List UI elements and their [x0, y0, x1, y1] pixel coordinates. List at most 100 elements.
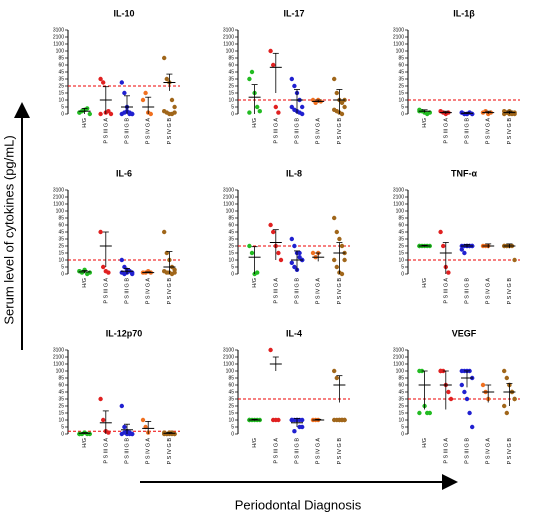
y-tick-label: 0: [231, 271, 234, 277]
category-label: P S III G B: [124, 438, 130, 464]
data-point: [172, 104, 177, 110]
y-tick-label: 25: [58, 83, 64, 89]
data-point: [172, 431, 177, 437]
data-point: [289, 260, 294, 265]
data-point: [438, 229, 443, 235]
y-tick-label: 5: [401, 104, 404, 110]
data-point: [276, 417, 281, 423]
y-tick-label: 15: [58, 410, 64, 416]
data-point: [249, 250, 255, 256]
category-label: P S IV G A: [146, 118, 152, 145]
y-tick-label: 10: [228, 97, 234, 103]
data-point: [268, 222, 273, 228]
y-tick-label: 1100: [223, 201, 234, 207]
data-point: [448, 396, 454, 402]
y-tick-label: 0: [61, 271, 64, 277]
data-point: [108, 111, 114, 117]
category-label: P S III G A: [103, 278, 109, 304]
y-tick-label: 1100: [393, 41, 404, 47]
y-tick-label: 35: [228, 76, 234, 82]
data-point: [339, 243, 345, 249]
y-tick-label: 15: [398, 250, 404, 256]
y-tick-label: 25: [228, 403, 234, 409]
y-tick-label: 5: [401, 424, 404, 430]
y-label: Serum level of cytokines (pg/mL): [1, 135, 16, 324]
data-point: [459, 382, 464, 388]
y-tick-label: 100: [56, 48, 65, 54]
data-point: [459, 247, 464, 252]
data-point: [106, 270, 111, 275]
y-tick-label: 2100: [393, 34, 404, 40]
y-tick-label: 15: [58, 250, 64, 256]
category-label: P S IV G A: [316, 278, 322, 305]
panel-title: IL-1β: [453, 8, 475, 18]
y-tick-label: 60: [398, 62, 404, 68]
category-label: P S III G B: [124, 278, 130, 304]
data-point: [119, 257, 125, 263]
category-label: H/G: [252, 278, 258, 288]
data-point: [130, 431, 135, 437]
y-tick-label: 100: [396, 368, 405, 374]
data-point: [470, 424, 475, 430]
data-point: [162, 55, 167, 61]
data-point: [334, 375, 339, 381]
y-tick-label: 0: [61, 111, 64, 117]
panel-title: VEGF: [452, 328, 477, 338]
data-point: [504, 375, 509, 381]
y-tick-label: 1100: [393, 361, 404, 367]
category-label: P S III G A: [443, 438, 449, 464]
data-point: [464, 396, 470, 402]
panel-title: IL-4: [286, 328, 302, 338]
category-label: H/G: [82, 438, 88, 448]
y-tick-label: 25: [398, 243, 404, 249]
panel-title: IL-6: [116, 168, 132, 178]
data-point: [119, 403, 125, 409]
data-point: [101, 417, 106, 423]
category-label: H/G: [422, 118, 428, 128]
y-tick-label: 45: [58, 69, 64, 75]
y-tick-label: 1100: [223, 41, 234, 47]
y-tick-label: 35: [58, 396, 64, 402]
y-tick-label: 35: [398, 76, 404, 82]
y-tick-label: 100: [56, 368, 65, 374]
category-label: P S IV G B: [167, 118, 173, 145]
y-tick-label: 25: [58, 403, 64, 409]
category-label: P S IV G B: [337, 118, 343, 145]
data-point: [339, 100, 345, 106]
data-point: [289, 104, 294, 110]
y-tick-label: 5: [61, 424, 64, 430]
data-point: [276, 250, 281, 256]
data-point: [247, 76, 252, 82]
y-tick-label: 5: [61, 264, 64, 270]
data-point: [292, 264, 297, 270]
data-point: [462, 389, 467, 395]
data-point: [300, 104, 305, 110]
y-tick-label: 0: [231, 111, 234, 117]
y-tick-label: 1100: [53, 361, 64, 367]
y-tick-label: 60: [398, 382, 404, 388]
category-label: P S IV G B: [167, 278, 173, 305]
category-label: P S IV G B: [507, 438, 513, 465]
y-tick-label: 45: [398, 229, 404, 235]
y-tick-label: 85: [58, 375, 64, 381]
data-point: [512, 396, 517, 402]
y-tick-label: 45: [58, 229, 64, 235]
data-point: [101, 80, 106, 85]
data-point: [172, 110, 177, 115]
data-point: [480, 382, 486, 388]
y-tick-label: 85: [228, 215, 234, 221]
data-point: [169, 97, 175, 103]
y-tick-label: 0: [401, 431, 404, 437]
data-point: [446, 270, 451, 275]
y-tick-label: 3100: [393, 347, 404, 353]
data-point: [342, 257, 347, 263]
data-point: [162, 229, 167, 235]
y-tick-label: 2100: [223, 34, 234, 40]
y-tick-label: 35: [58, 76, 64, 82]
y-tick-label: 35: [398, 396, 404, 402]
data-point: [276, 110, 281, 115]
data-point: [334, 264, 339, 270]
y-tick-label: 60: [58, 62, 64, 68]
y-tick-label: 45: [228, 69, 234, 75]
y-tick-label: 15: [398, 410, 404, 416]
